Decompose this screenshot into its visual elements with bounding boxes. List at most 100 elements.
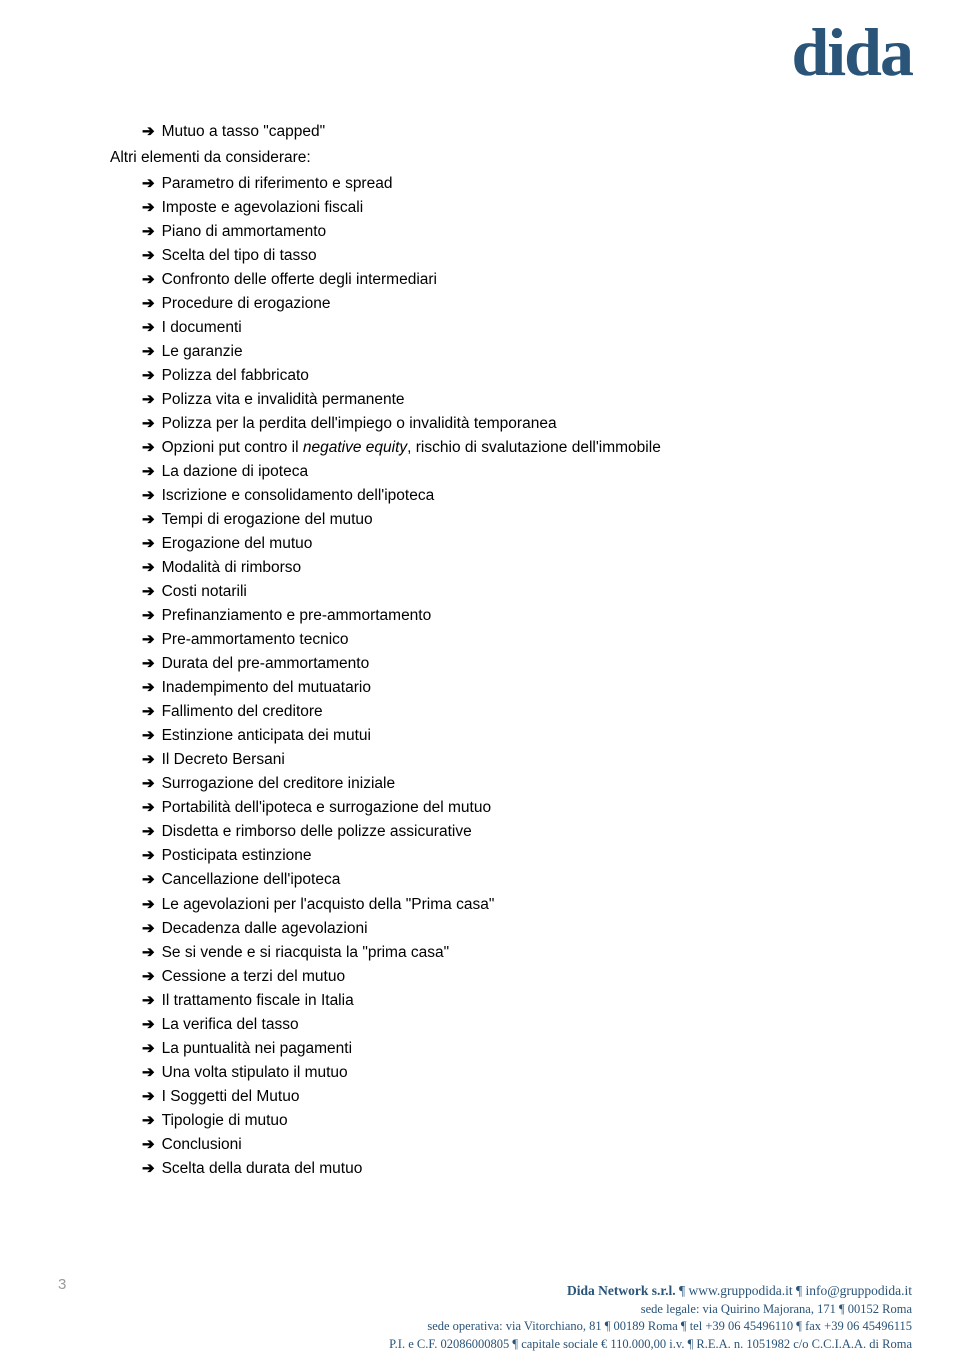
- arrow-icon: ➔: [142, 844, 155, 867]
- list-item-label: Piano di ammortamento: [162, 220, 327, 244]
- arrow-icon: ➔: [142, 244, 155, 267]
- list-item-label-pre: Opzioni put contro il: [162, 439, 303, 456]
- arrow-icon: ➔: [142, 1085, 155, 1108]
- list-item: ➔ Cancellazione dell'ipoteca: [142, 868, 880, 892]
- arrow-icon: ➔: [142, 172, 155, 195]
- list-item: ➔Modalità di rimborso: [142, 556, 880, 580]
- arrow-icon: ➔: [142, 917, 155, 940]
- arrow-icon: ➔: [142, 1109, 155, 1132]
- list-item: ➔Confronto delle offerte degli intermedi…: [142, 268, 880, 292]
- arrow-icon: ➔: [142, 868, 155, 891]
- list-item-label: Le garanzie: [162, 340, 243, 364]
- arrow-icon: ➔: [142, 676, 155, 699]
- list-item: ➔Procedure di erogazione: [142, 292, 880, 316]
- arrow-icon: ➔: [142, 484, 155, 507]
- arrow-icon: ➔: [142, 388, 155, 411]
- footer-line-1: Dida Network s.r.l. ¶ www.gruppodida.it …: [389, 1282, 912, 1301]
- arrow-icon: ➔: [142, 652, 155, 675]
- arrow-icon: ➔: [142, 316, 155, 339]
- list-item-label: Posticipata estinzione: [162, 844, 312, 868]
- list-item-label: Imposte e agevolazioni fiscali: [162, 196, 364, 220]
- list-item: ➔ Posticipata estinzione: [142, 844, 880, 868]
- list-item: ➔Le garanzie: [142, 340, 880, 364]
- list-item: ➔ Imposte e agevolazioni fiscali: [142, 196, 880, 220]
- list-item-label: Mutuo a tasso "capped": [162, 120, 326, 144]
- list-item-label: Se si vende e si riacquista la "prima ca…: [162, 941, 450, 965]
- list-item-label: Il trattamento fiscale in Italia: [162, 989, 354, 1013]
- arrow-icon: ➔: [142, 220, 155, 243]
- list-item-label: Erogazione del mutuo: [162, 532, 313, 556]
- list-item-label: La dazione di ipoteca: [162, 460, 309, 484]
- list-item: ➔Iscrizione e consolidamento dell'ipotec…: [142, 484, 880, 508]
- list-item-label: Scelta del tipo di tasso: [162, 244, 317, 268]
- list-item: ➔ Il trattamento fiscale in Italia: [142, 989, 880, 1013]
- footer-line-4: P.I. e C.F. 02086000805 ¶ capitale socia…: [389, 1336, 912, 1354]
- arrow-icon: ➔: [142, 436, 155, 459]
- list-item: ➔ Surrogazione del creditore iniziale: [142, 772, 880, 796]
- list-item: ➔ Disdetta e rimborso delle polizze assic…: [142, 820, 880, 844]
- main-bullet-list: ➔Parametro di riferimento e spread➔Impos…: [142, 172, 880, 1181]
- arrow-icon: ➔: [142, 1157, 155, 1180]
- list-item-label: Opzioni put contro il negative equity, r…: [162, 436, 661, 460]
- list-item-label: Scelta della durata del mutuo: [162, 1157, 363, 1181]
- list-item-label: Inadempimento del mutuatario: [162, 676, 371, 700]
- list-item: ➔Fallimento del creditore: [142, 700, 880, 724]
- arrow-icon: ➔: [142, 772, 155, 795]
- list-item: ➔ Piano di ammortamento: [142, 220, 880, 244]
- footer-company-rest: ¶ www.gruppodida.it ¶ info@gruppodida.it: [676, 1283, 912, 1298]
- list-item-label: I documenti: [162, 316, 242, 340]
- list-item-label: Cessione a terzi del mutuo: [162, 965, 346, 989]
- list-item-label: Costi notarili: [162, 580, 247, 604]
- list-item-label: Surrogazione del creditore iniziale: [162, 772, 396, 796]
- list-item-label: Decadenza dalle agevolazioni: [162, 917, 368, 941]
- arrow-icon: ➔: [142, 120, 155, 143]
- list-item-label: Le agevolazioni per l'acquisto della "Pr…: [162, 893, 495, 917]
- arrow-icon: ➔: [142, 820, 155, 843]
- arrow-icon: ➔: [142, 364, 155, 387]
- list-item: ➔Il Decreto Bersani: [142, 748, 880, 772]
- footer-company-name: Dida Network s.r.l.: [567, 1283, 676, 1298]
- list-item-label: La puntualità nei pagamenti: [162, 1037, 352, 1061]
- footer-line-2: sede legale: via Quirino Majorana, 171 ¶…: [389, 1301, 912, 1319]
- list-item-label: Durata del pre-ammortamento: [162, 652, 370, 676]
- list-item: ➔ Costi notarili: [142, 580, 880, 604]
- list-item: ➔I Soggetti del Mutuo: [142, 1085, 880, 1109]
- arrow-icon: ➔: [142, 196, 155, 219]
- arrow-icon: ➔: [142, 460, 155, 483]
- arrow-icon: ➔: [142, 893, 155, 916]
- arrow-icon: ➔: [142, 700, 155, 723]
- list-item: ➔Conclusioni: [142, 1133, 880, 1157]
- list-item: ➔Pre-ammortamento tecnico: [142, 628, 880, 652]
- content-area: ➔Mutuo a tasso "capped" Altri elementi d…: [110, 120, 880, 1181]
- list-item: ➔ La puntualità nei pagamenti: [142, 1037, 880, 1061]
- arrow-icon: ➔: [142, 748, 155, 771]
- list-item: ➔Portabilità dell'ipoteca e surrogazione…: [142, 796, 880, 820]
- arrow-icon: ➔: [142, 989, 155, 1012]
- list-item: ➔ Decadenza dalle agevolazioni: [142, 917, 880, 941]
- list-item-label: Conclusioni: [162, 1133, 242, 1157]
- arrow-icon: ➔: [142, 1013, 155, 1036]
- arrow-icon: ➔: [142, 580, 155, 603]
- list-item: ➔Cessione a terzi del mutuo: [142, 965, 880, 989]
- arrow-icon: ➔: [142, 292, 155, 315]
- list-item: ➔Parametro di riferimento e spread: [142, 172, 880, 196]
- list-item-label: Estinzione anticipata dei mutui: [162, 724, 371, 748]
- arrow-icon: ➔: [142, 508, 155, 531]
- list-item: ➔Polizza per la perdita dell'impiego o i…: [142, 412, 880, 436]
- arrow-icon: ➔: [142, 1061, 155, 1084]
- top-bullet-list: ➔ Mutuo a tasso "capped": [110, 120, 880, 144]
- list-item: ➔Polizza vita e invalidità permanente: [142, 388, 880, 412]
- arrow-icon: ➔: [142, 532, 155, 555]
- list-item-label: Disdetta e rimborso delle polizze assicu…: [162, 820, 472, 844]
- list-item: ➔Una volta stipulato il mutuo: [142, 1061, 880, 1085]
- list-item: ➔Estinzione anticipata dei mutui: [142, 724, 880, 748]
- arrow-icon: ➔: [142, 604, 155, 627]
- list-item: ➔Polizza del fabbricato: [142, 364, 880, 388]
- list-item-label: Modalità di rimborso: [162, 556, 302, 580]
- arrow-icon: ➔: [142, 1037, 155, 1060]
- list-item: ➔ I documenti: [142, 316, 880, 340]
- list-item-label-italic: negative equity: [303, 439, 407, 456]
- list-item-label: Cancellazione dell'ipoteca: [162, 868, 341, 892]
- list-item-label: Pre-ammortamento tecnico: [162, 628, 349, 652]
- list-item: ➔ Scelta della durata del mutuo: [142, 1157, 880, 1181]
